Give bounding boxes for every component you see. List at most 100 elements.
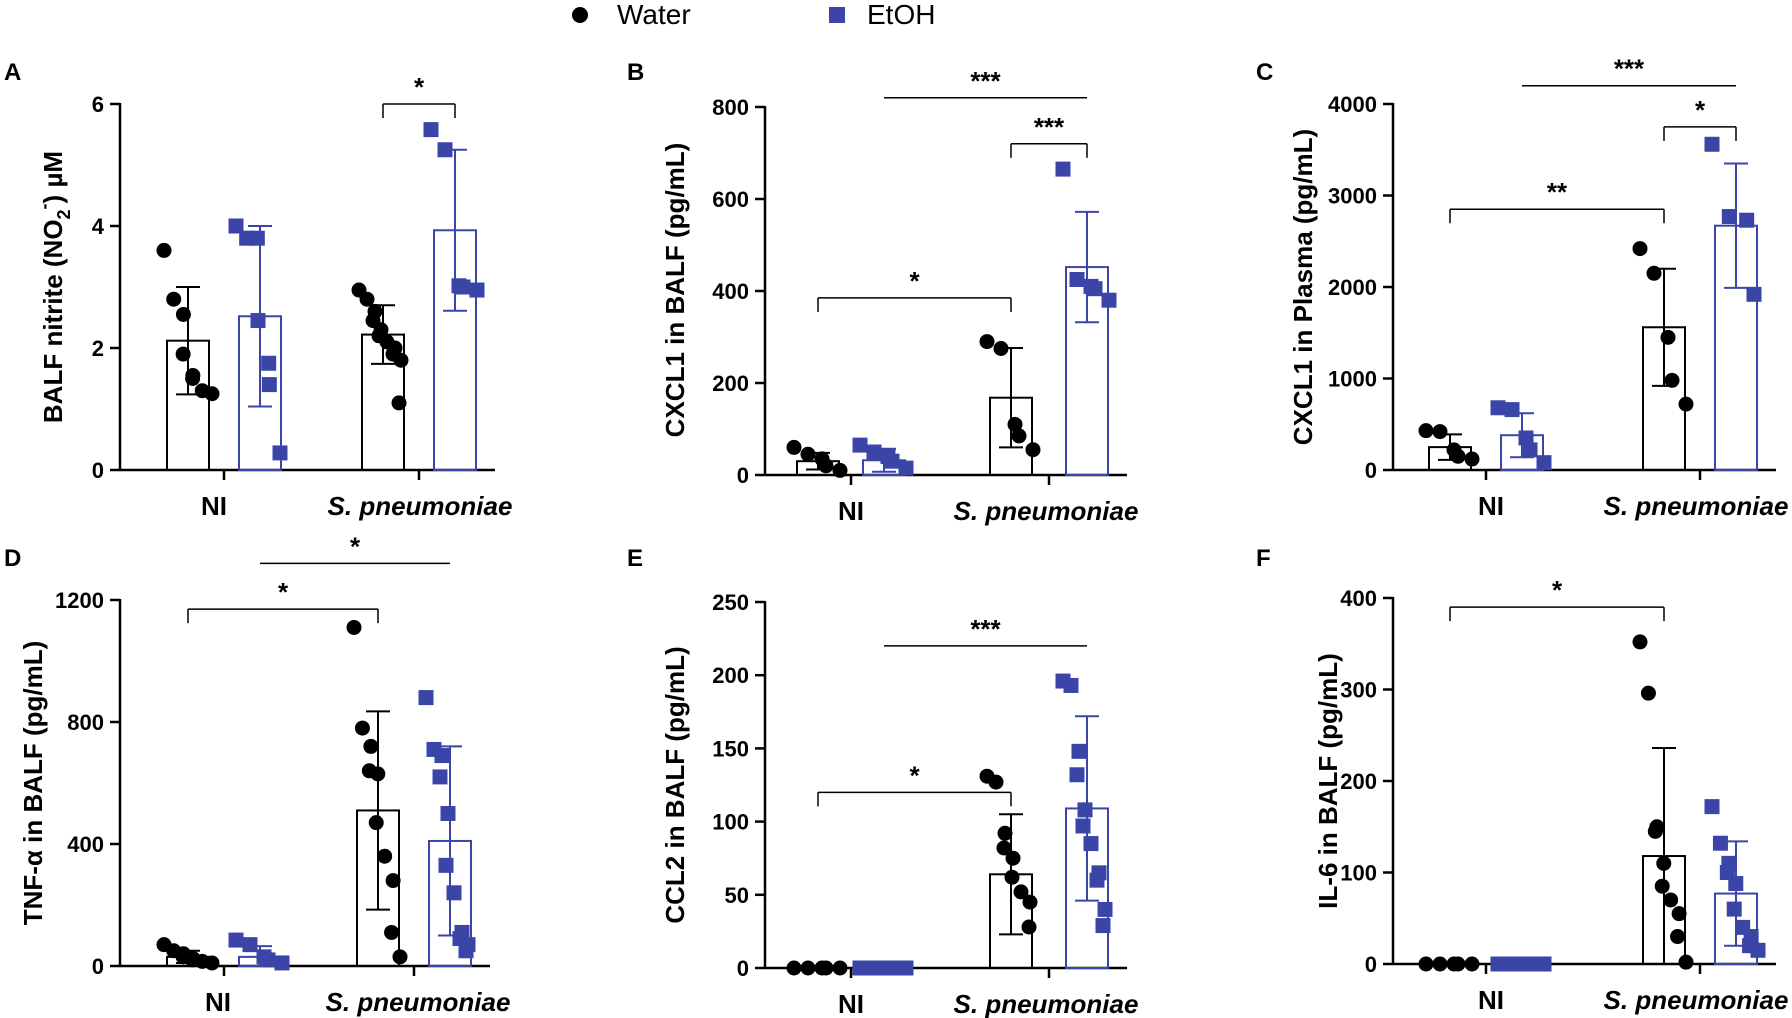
panel-d-point-water-1-1 [354, 720, 370, 736]
panel-e-point-water-1-1 [988, 774, 1004, 790]
panel-b-point-water-0-3 [818, 458, 834, 474]
panel-e-point-water-1-5 [1004, 869, 1020, 885]
panel-f-significance-label-0: * [1552, 575, 1563, 605]
panel-d: D 0 400 800 1200 NI S. pneumoniae TNF-α in BALF… [4, 531, 510, 1017]
panel-f-point-etoh-0-4 [1536, 956, 1552, 972]
panel-a-point-etoh-1-4 [469, 282, 485, 298]
panel-e-letter: E [627, 545, 643, 572]
panel-b-point-etoh-0-1 [866, 444, 882, 460]
panel-c-ytick-label-1: 1000 [1328, 367, 1377, 392]
panel-c-point-etoh-1-2 [1739, 212, 1755, 228]
panel-a-point-etoh-1-1 [437, 142, 453, 158]
panel-f-point-water-0-1 [1432, 956, 1448, 972]
panel-d-point-water-1-5 [368, 815, 384, 831]
panel-f: F 0 100 200 300 400 NI S. pneumoniae IL-6 in BAL… [1256, 545, 1788, 1015]
panel-a-ytick-label-2: 4 [92, 214, 105, 239]
panel-c-point-etoh-0-3 [1522, 442, 1538, 458]
panel-a-ytick-label-1: 2 [92, 336, 104, 361]
panel-a-point-water-0-5 [185, 371, 201, 386]
panel-f-xcat-label-0: NI [1478, 985, 1504, 1015]
panel-a-point-etoh-0-5 [261, 377, 277, 393]
panel-e-significance-label-0: * [909, 760, 920, 790]
panel-a-xcat-label-1: S. pneumoniae [328, 491, 513, 521]
panel-e-xcat-label-0: NI [838, 989, 864, 1018]
panel-d-point-etoh-1-10 [458, 943, 474, 959]
panel-c-point-etoh-0-0 [1490, 400, 1506, 416]
panel-a-ytick-label-0: 0 [92, 458, 104, 483]
legend-water-marker [572, 7, 588, 23]
panel-b-point-etoh-0-4 [898, 460, 914, 476]
panel-f-point-water-1-0 [1632, 634, 1648, 650]
panel-b-significance-label-2: *** [970, 66, 1001, 96]
panel-d-ytick-label-1: 400 [67, 832, 104, 857]
panel-f-xcat-label-1: S. pneumoniae [1604, 985, 1789, 1015]
panel-a-point-etoh-1-3 [455, 279, 471, 295]
panel-f-point-etoh-1-9 [1750, 942, 1766, 958]
panel-b-point-water-1-0 [979, 334, 995, 350]
panel-d-point-etoh-1-2 [434, 748, 450, 764]
panel-e-point-water-0-3 [818, 960, 834, 976]
panel-d-point-water-1-4 [370, 766, 386, 782]
panel-c-point-etoh-0-4 [1536, 455, 1552, 471]
panel-c-letter: C [1256, 59, 1273, 86]
panel-e-point-water-1-3 [996, 840, 1012, 856]
panel-b-ytick-label-0: 0 [737, 463, 749, 488]
panel-b-point-water-1-1 [993, 341, 1009, 356]
panel-a-letter: A [4, 59, 21, 86]
panel-c-ylabel: CXCL1 in Plasma (pg/mL) [1288, 129, 1318, 445]
panel-c-significance-label-1: * [1695, 95, 1706, 125]
panel-b-point-etoh-0-3 [884, 453, 900, 469]
panel-a-point-water-1-1 [359, 291, 375, 307]
panel-e: E 0 50 100 150 200 250 NI S. pneumoniae CCL2 in B… [627, 545, 1138, 1018]
panel-e-point-etoh-1-6 [1083, 836, 1099, 852]
panel-a-point-water-1-10 [391, 395, 407, 411]
panel-d-ytick-label-3: 1200 [55, 588, 104, 613]
legend-etoh-label: EtOH [867, 0, 935, 30]
panel-a-ytick-label-3: 6 [92, 92, 104, 117]
panel-e-point-etoh-1-1 [1063, 677, 1079, 693]
panel-d-xcat-label-0: NI [205, 987, 231, 1017]
panel-d-point-water-1-7 [385, 873, 401, 889]
panels: A 0 2 4 6 NI S. pneumoniae BALF nitrite (NO2-) … [4, 54, 1788, 1018]
panel-e-xcat-label-1: S. pneumoniae [954, 989, 1139, 1018]
panel-b-ylabel: CXCL1 in BALF (pg/mL) [660, 143, 690, 438]
panel-e-point-water-0-4 [832, 960, 848, 976]
panel-f-ytick-label-1: 100 [1340, 861, 1377, 886]
panel-c-point-water-1-4 [1678, 396, 1694, 412]
panel-a-significance-label-0: * [414, 72, 425, 102]
panel-a-point-etoh-0-6 [272, 445, 288, 461]
panel-f-point-etoh-0-3 [1522, 956, 1538, 972]
panel-d-point-etoh-1-3 [432, 769, 448, 785]
panel-b-point-water-0-4 [832, 462, 848, 478]
panel-b: B 0 200 400 600 800 NI S. pneumoniae CXCL1 in BA… [627, 59, 1138, 526]
panel-f-point-water-0-0 [1418, 956, 1434, 972]
panel-c-point-water-1-3 [1664, 372, 1680, 388]
panel-f-point-etoh-1-1 [1712, 835, 1728, 851]
panel-e-point-water-1-4 [1005, 850, 1021, 866]
panel-a-point-water-0-3 [175, 346, 191, 362]
panel-f-point-water-1-8 [1670, 929, 1686, 945]
legend-etoh-marker [829, 7, 845, 23]
panel-e-ytick-label-3: 150 [712, 736, 749, 761]
panel-f-point-water-1-6 [1663, 892, 1679, 908]
panel-b-ytick-label-2: 400 [712, 279, 749, 304]
panel-a-point-etoh-0-4 [261, 355, 277, 371]
panel-e-point-water-0-0 [786, 960, 802, 976]
legend-water-label: Water [617, 0, 691, 30]
panel-c-point-etoh-1-0 [1704, 136, 1720, 152]
panel-d-point-etoh-0-1 [242, 937, 258, 953]
panel-a-xcat-label-0: NI [201, 491, 227, 521]
panel-c-xcat-label-1: S. pneumoniae [1604, 491, 1789, 521]
panel-b-letter: B [627, 59, 644, 86]
panel-d-point-etoh-0-0 [228, 932, 244, 948]
panel-a: A 0 2 4 6 NI S. pneumoniae BALF nitrite (NO2-) … [4, 59, 512, 521]
panel-f-point-etoh-1-5 [1726, 901, 1742, 917]
panel-d-point-etoh-0-4 [274, 955, 290, 971]
panel-d-xcat-label-1: S. pneumoniae [326, 987, 511, 1017]
panel-a-point-water-0-2 [175, 306, 191, 322]
panel-d-point-water-1-6 [377, 848, 393, 864]
panel-c-xcat-label-0: NI [1478, 491, 1504, 521]
panel-d-point-etoh-1-4 [440, 806, 456, 821]
panel-f-point-water-1-9 [1678, 954, 1694, 970]
panel-c-significance-label-2: *** [1614, 54, 1645, 84]
